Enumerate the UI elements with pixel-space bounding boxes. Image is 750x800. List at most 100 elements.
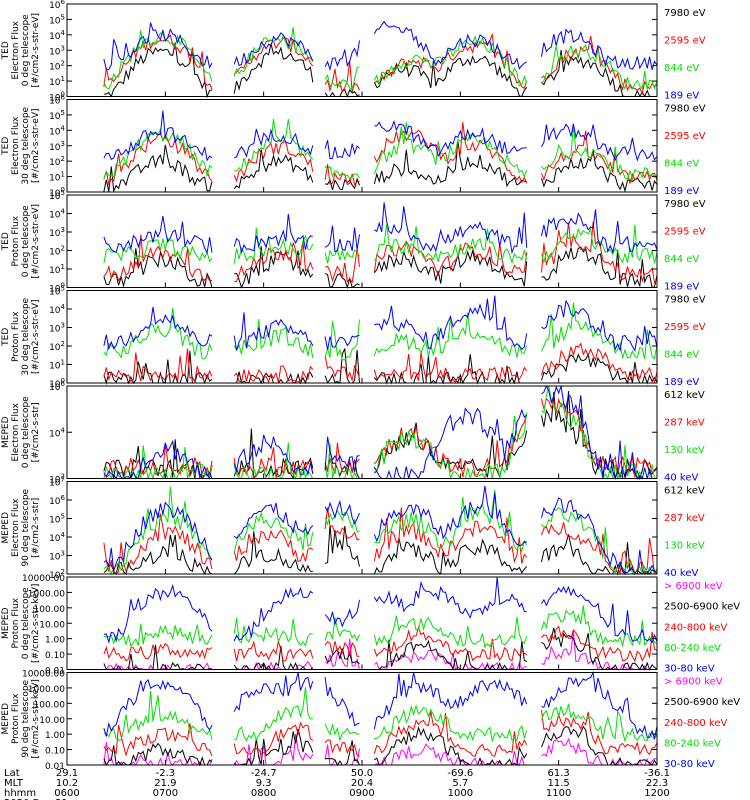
y-tick-label: 101 <box>49 359 65 372</box>
y-tick-label: 10.00 <box>39 620 65 630</box>
y-tick-label: 100 <box>49 91 65 104</box>
y-tick-label: 10000.00 <box>22 574 65 584</box>
legend-entry: 2595 eV <box>664 322 706 333</box>
legend-entry: 2500-6900 keV <box>664 602 740 613</box>
legend-entry: 240-800 keV <box>664 718 728 729</box>
y-axis-label: TED <box>1 328 11 347</box>
y-axis-label: [#/cm2-s-str-eV] <box>31 204 41 279</box>
series-2-0 <box>103 246 658 290</box>
y-tick-label: 105 <box>49 13 65 26</box>
series-4-3 <box>103 384 657 481</box>
y-axis-label: [#/cm2-s-str-eV] <box>31 13 41 88</box>
legend-entry: 2595 eV <box>664 36 706 47</box>
y-axis-label: [#/cm2-s-str-eV] <box>31 108 41 183</box>
series-0-3 <box>103 20 658 72</box>
y-axis-label: 0 deg telescope <box>21 396 31 468</box>
y-axis-label: MEPED <box>1 703 11 735</box>
series-line <box>103 486 658 576</box>
legend-entry: 844 eV <box>664 63 699 74</box>
y-tick-label: 101 <box>49 75 65 88</box>
y-axis-label: 30 deg telescope <box>21 297 31 375</box>
series-3-2 <box>103 302 658 361</box>
series-line <box>103 342 658 384</box>
y-tick-label: 103 <box>49 322 65 335</box>
series-line <box>103 224 658 265</box>
series-7-2 <box>103 709 658 757</box>
y-axis-label: 0 deg telescope <box>21 14 31 86</box>
x-tick-hhmm: 0900 <box>349 788 374 799</box>
y-axis-label: Electron Flux <box>11 20 21 79</box>
x-tick-lat: 50.0 <box>351 768 373 779</box>
legend-entry: 80-240 keV <box>664 643 721 654</box>
series-line <box>103 576 658 644</box>
y-tick-label: 100 <box>49 377 65 390</box>
x-tick-hhmm: 1200 <box>644 788 669 799</box>
y-axis-label: TED <box>1 232 11 251</box>
y-axis-label: [#/cm2-s-str-keV] <box>31 679 41 758</box>
legend-entry: 844 eV <box>664 350 699 361</box>
legend-entry: 844 eV <box>664 159 699 170</box>
legend-entry: 2595 eV <box>664 227 706 238</box>
series-line <box>103 485 658 575</box>
y-tick-label: 106 <box>49 380 65 393</box>
x-row-label-hhmm: hhmm <box>4 788 36 799</box>
x-row-label-lat: Lat <box>4 768 20 779</box>
y-tick-label: 102 <box>49 473 65 486</box>
y-axis-label: [#/cm2-s-str-keV] <box>31 584 41 663</box>
x-tick-mlt: 10.2 <box>56 778 78 789</box>
legend-entry: 189 eV <box>664 282 699 293</box>
series-line <box>103 141 658 193</box>
x-row-label-mlt: MLT <box>4 778 24 789</box>
y-tick-label: 104 <box>49 531 65 544</box>
series-line <box>103 687 658 743</box>
y-tick-label: 1000.00 <box>28 685 65 695</box>
legend-entry: 80-240 keV <box>664 738 721 749</box>
y-tick-label: 105 <box>49 513 65 526</box>
y-axis-label: 90 deg telescope <box>21 679 31 757</box>
y-tick-label: 102 <box>49 245 65 258</box>
y-tick-label: 106 <box>49 0 65 11</box>
series-6-3 <box>103 605 658 649</box>
x-tick-mlt: 11.5 <box>548 778 570 789</box>
y-tick-label: 105 <box>49 189 65 202</box>
y-tick-label: 104 <box>49 303 65 316</box>
panel-3: 105 104 103 102 101 100 TED Proton Flux 30 deg t… <box>1 285 706 391</box>
series-line <box>103 110 658 162</box>
x-tick-mlt: 9.3 <box>256 778 272 789</box>
legend-entry: 7980 eV <box>664 199 706 210</box>
y-axis-label: [#/cm2-s-str] <box>31 498 41 558</box>
legend-entry: 189 eV <box>664 377 699 388</box>
series-5-0 <box>103 524 658 576</box>
x-tick-lat: -69.6 <box>447 768 473 779</box>
y-axis-label: 0 deg telescope <box>21 587 31 659</box>
panel-2: 105 104 103 102 101 100 TED Proton Flux 0 deg te… <box>1 189 706 295</box>
series-line <box>103 670 658 740</box>
y-tick-label: 100.00 <box>34 700 66 710</box>
y-tick-label: 104 <box>49 124 65 137</box>
x-tick-mlt: 20.4 <box>351 778 373 789</box>
y-tick-label: 104 <box>49 29 65 42</box>
y-axis-label: Electron Flux <box>11 498 21 557</box>
series-2-1 <box>103 222 658 285</box>
series-line <box>103 397 658 479</box>
legend-entry: 240-800 keV <box>664 622 728 633</box>
y-axis-label: Proton Flux <box>11 693 21 744</box>
y-axis-label: Proton Flux <box>11 215 21 266</box>
y-tick-label: 105 <box>49 109 65 122</box>
y-tick-label: 101 <box>49 263 65 276</box>
series-3-1 <box>103 342 658 384</box>
series-5-2 <box>103 486 658 576</box>
y-tick-label: 10.00 <box>39 716 65 726</box>
y-tick-label: 102 <box>49 340 65 353</box>
x-tick-hhmm: 0800 <box>251 788 276 799</box>
series-5-3 <box>103 485 658 575</box>
legend-entry: 40 keV <box>664 568 698 579</box>
series-6-2 <box>103 625 658 663</box>
series-line <box>103 295 658 353</box>
series-line <box>103 709 658 757</box>
x-tick-lat: -24.7 <box>251 768 277 779</box>
y-tick-label: 106 <box>49 494 65 507</box>
series-5-1 <box>103 507 657 575</box>
